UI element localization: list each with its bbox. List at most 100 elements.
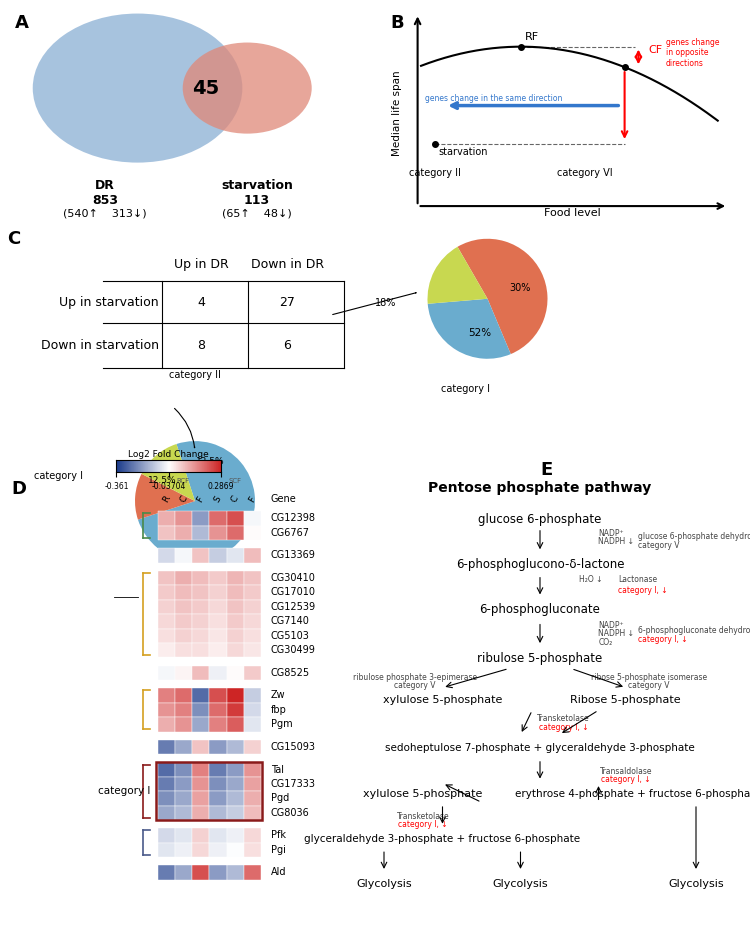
Bar [192,511,209,526]
Bar [192,791,209,805]
Bar [192,717,209,731]
Text: 12.5%: 12.5% [148,476,176,485]
Bar [192,776,209,791]
Bar [226,665,244,680]
Text: Pentose phosphate pathway: Pentose phosphate pathway [428,481,652,495]
Text: Pgm: Pgm [271,719,292,729]
Bar [192,665,209,680]
Text: R: R [160,494,172,504]
Bar [244,828,261,843]
Bar [158,828,175,843]
Text: starvation: starvation [438,148,488,157]
Text: CG17333: CG17333 [271,779,316,789]
Text: CG30410: CG30410 [271,573,316,583]
Bar [192,549,209,563]
Bar [158,599,175,614]
Bar [158,805,175,821]
Bar [175,511,192,526]
Bar [244,665,261,680]
Bar [244,805,261,821]
Bar [192,614,209,629]
Text: sedoheptulose 7-phosphate + glyceraldehyde 3-phosphate: sedoheptulose 7-phosphate + glyceraldehy… [386,743,694,754]
Text: category II: category II [409,167,461,178]
Text: category I: category I [34,470,82,481]
Text: F: F [248,496,258,504]
Bar [226,526,244,540]
Wedge shape [427,247,488,304]
Bar [192,571,209,585]
Bar [226,717,244,731]
Bar [175,740,192,754]
Text: glucose 6-phosphate: glucose 6-phosphate [478,513,602,526]
Text: 27: 27 [280,295,296,309]
Bar [175,843,192,857]
Bar [175,866,192,880]
Bar [158,843,175,857]
Text: fbp: fbp [271,705,286,715]
Text: glucose 6-phosphate dehydrogenase: glucose 6-phosphate dehydrogenase [638,532,750,541]
Text: xylulose 5-phosphate: xylulose 5-phosphate [382,694,502,705]
Bar [209,776,226,791]
Text: category V: category V [394,681,436,691]
Text: Pgd: Pgd [271,793,289,804]
Text: category I, ↓: category I, ↓ [638,634,687,644]
Text: category V: category V [628,681,670,691]
Text: Transketolase: Transketolase [537,714,590,724]
Bar [209,614,226,629]
Bar [244,629,261,643]
Text: Transaldolase: Transaldolase [599,767,652,775]
Bar [158,614,175,629]
Bar [244,776,261,791]
Bar [175,526,192,540]
Bar [192,866,209,880]
Bar [209,688,226,703]
Bar [158,549,175,563]
Bar [209,643,226,658]
Bar [192,688,209,703]
Text: C: C [178,494,189,504]
Bar [226,843,244,857]
Text: Lactonase: Lactonase [618,576,657,584]
Bar [175,614,192,629]
Text: CG15093: CG15093 [271,742,316,752]
Bar [175,828,192,843]
Bar [226,703,244,717]
Text: Up in starvation: Up in starvation [59,295,159,309]
Bar [209,585,226,599]
Bar [226,585,244,599]
Bar [226,599,244,614]
Text: CO₂: CO₂ [598,638,613,647]
Text: 12.5%: 12.5% [196,456,224,466]
Text: 6: 6 [284,339,291,352]
Text: NADPH ↓: NADPH ↓ [598,537,634,546]
Text: CG6767: CG6767 [271,528,310,538]
Text: genes change in the same direction: genes change in the same direction [424,94,562,104]
Bar [158,665,175,680]
Bar [226,688,244,703]
Text: E: E [540,461,552,480]
Bar [175,629,192,643]
Text: 6-phosphogluconate dehydrogenase: 6-phosphogluconate dehydrogenase [638,626,750,635]
Bar [192,762,209,776]
Text: category V: category V [638,541,679,550]
Text: Down in DR: Down in DR [251,258,324,271]
Text: Pgi: Pgi [271,845,286,855]
Bar [226,571,244,585]
Bar [158,526,175,540]
Text: CG13369: CG13369 [271,550,316,561]
Bar [192,643,209,658]
Bar [244,599,261,614]
Bar [244,511,261,526]
Text: 6-phosphoglucono-δ-lactone: 6-phosphoglucono-δ-lactone [456,558,624,571]
Bar [175,549,192,563]
Text: H₂O ↓: H₂O ↓ [579,576,602,584]
Text: B: B [390,13,404,32]
Bar [226,805,244,821]
Bar [175,571,192,585]
Bar [209,740,226,754]
Bar [209,599,226,614]
Text: Transketolase: Transketolase [397,812,449,821]
Text: category I, ↓: category I, ↓ [618,586,668,595]
Bar [244,688,261,703]
Bar [226,776,244,791]
